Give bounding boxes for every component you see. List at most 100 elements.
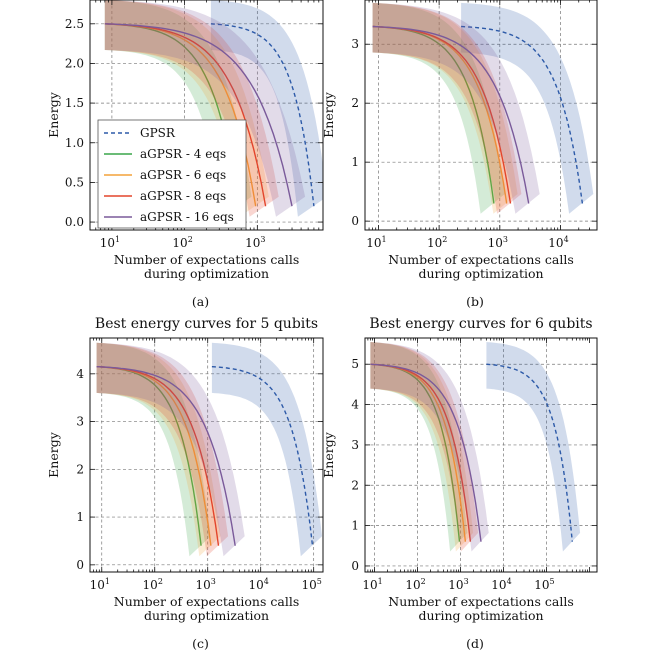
x-tick-base: 10 <box>245 236 260 250</box>
x-axis-label-line2: during optimization <box>144 608 269 623</box>
x-tick-base: 10 <box>172 236 187 250</box>
y-tick-label: 0 <box>351 559 359 573</box>
x-tick-exponent: 1 <box>105 577 110 586</box>
line-agpsr-16-eqs <box>96 366 236 546</box>
x-axis-label-line2: during optimization <box>418 608 543 623</box>
axes-frame <box>89 337 324 573</box>
x-tick-exponent: 1 <box>115 235 120 244</box>
x-tick-base: 10 <box>301 578 316 592</box>
x-tick-label: 105 <box>301 577 321 592</box>
y-tick-label: 5 <box>351 357 359 371</box>
y-axis-label: Energy <box>321 91 336 138</box>
x-axis-label: Number of expectations calls <box>388 252 574 267</box>
y-tick-label: 1 <box>351 519 359 533</box>
legend-label: aGPSR - 16 eqs <box>140 210 234 224</box>
legend-label: aGPSR - 6 eqs <box>140 168 226 182</box>
band-gpsr <box>461 2 594 214</box>
x-tick-exponent: 4 <box>507 577 512 586</box>
y-tick-label: 1.0 <box>65 136 84 150</box>
x-axis-label-line2: during optimization <box>418 266 543 281</box>
y-tick-label: 4 <box>76 367 84 381</box>
y-tick-label: 1 <box>351 155 359 169</box>
x-tick-base: 10 <box>100 236 115 250</box>
x-tick-base: 10 <box>362 578 377 592</box>
line-gpsr <box>211 366 314 546</box>
line-gpsr <box>486 363 573 542</box>
x-tick-base: 10 <box>427 236 442 250</box>
x-tick-base: 10 <box>534 578 549 592</box>
x-tick-label: 105 <box>534 577 554 592</box>
panel-label: (d) <box>466 636 484 651</box>
legend-label: aGPSR - 8 eqs <box>140 189 226 203</box>
line-gpsr <box>210 23 315 207</box>
x-tick-base: 10 <box>491 578 506 592</box>
plot-area <box>96 342 322 557</box>
band-agpsr-6-eqs <box>372 2 518 214</box>
x-tick-exponent: 2 <box>442 235 447 244</box>
x-tick-exponent: 2 <box>188 235 193 244</box>
y-axis-label: Energy <box>46 91 61 138</box>
band-gpsr <box>210 0 323 217</box>
x-tick-label: 104 <box>548 235 568 250</box>
plot-area <box>372 2 594 214</box>
panel-title: Best energy curves for 5 qubits <box>95 316 318 332</box>
band-agpsr-4-eqs <box>372 2 505 214</box>
x-tick-label: 102 <box>405 577 425 592</box>
x-tick-label: 102 <box>143 577 163 592</box>
plot-area <box>104 0 323 217</box>
y-tick-label: 0 <box>76 558 84 572</box>
panel-label: (b) <box>466 294 484 309</box>
y-axis-label: Energy <box>321 431 336 478</box>
band-agpsr-4-eqs <box>370 342 468 552</box>
y-tick-label: 2 <box>76 462 84 476</box>
x-tick-label: 101 <box>366 235 386 250</box>
x-tick-base: 10 <box>405 578 420 592</box>
x-tick-label: 104 <box>249 577 269 592</box>
panel-label: (a) <box>192 294 209 309</box>
y-tick-label: 2.0 <box>65 56 84 70</box>
legend-label: aGPSR - 4 eqs <box>140 147 226 161</box>
x-tick-exponent: 3 <box>503 235 508 244</box>
y-tick-label: 1.5 <box>65 96 84 110</box>
x-tick-base: 10 <box>366 236 381 250</box>
y-tick-label: 3 <box>351 37 359 51</box>
x-tick-base: 10 <box>90 578 105 592</box>
y-tick-label: 2 <box>351 96 359 110</box>
band-agpsr-6-eqs <box>104 0 269 217</box>
y-tick-label: 2 <box>351 478 359 492</box>
panel-title: Best energy curves for 6 qubits <box>369 316 592 332</box>
line-agpsr-16-eqs <box>370 363 482 542</box>
x-tick-base: 10 <box>448 578 463 592</box>
band-agpsr-8-eqs <box>96 342 229 557</box>
line-agpsr-16-eqs <box>104 23 293 207</box>
plot-area <box>370 342 581 552</box>
y-tick-label: 0.0 <box>65 215 84 229</box>
x-tick-base: 10 <box>548 236 563 250</box>
x-tick-exponent: 1 <box>382 235 387 244</box>
x-tick-exponent: 2 <box>421 577 426 586</box>
x-tick-base: 10 <box>249 578 264 592</box>
grid <box>365 0 597 230</box>
x-tick-base: 10 <box>488 236 503 250</box>
x-tick-exponent: 3 <box>464 577 469 586</box>
x-tick-exponent: 3 <box>260 235 265 244</box>
x-tick-exponent: 4 <box>264 577 269 586</box>
x-tick-exponent: 1 <box>378 577 383 586</box>
x-tick-label: 103 <box>448 577 468 592</box>
axes-frame <box>364 0 598 231</box>
band-agpsr-16-eqs <box>372 2 540 214</box>
band-agpsr-8-eqs <box>104 0 279 217</box>
band-agpsr-8-eqs <box>372 2 522 214</box>
band-agpsr-16-eqs <box>370 342 489 552</box>
y-tick-label: 3 <box>351 438 359 452</box>
x-tick-base: 10 <box>143 578 158 592</box>
y-tick-label: 2.5 <box>65 17 84 31</box>
band-gpsr <box>211 342 322 557</box>
band-gpsr <box>486 342 581 552</box>
band-agpsr-8-eqs <box>370 342 479 552</box>
x-tick-exponent: 2 <box>158 577 163 586</box>
x-tick-label: 102 <box>427 235 447 250</box>
